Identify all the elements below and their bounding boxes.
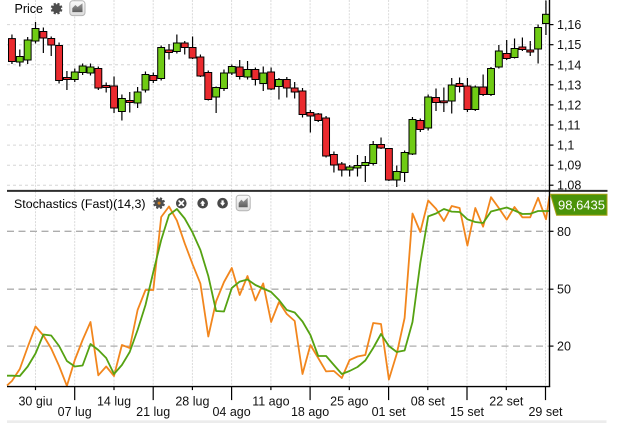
svg-text:20: 20 [557,340,571,354]
svg-text:1,1: 1,1 [557,139,574,153]
svg-text:21 lug: 21 lug [136,405,170,419]
svg-text:1,13: 1,13 [557,78,581,92]
svg-text:01 set: 01 set [372,405,407,419]
svg-text:29 set: 29 set [528,405,563,419]
svg-text:18 ago: 18 ago [291,405,329,419]
svg-text:25 ago: 25 ago [330,395,368,409]
svg-text:98,6435: 98,6435 [558,198,605,213]
svg-text:1,16: 1,16 [557,18,581,32]
svg-text:1,15: 1,15 [557,38,581,52]
svg-text:1,11: 1,11 [557,119,580,133]
svg-text:50: 50 [557,283,571,297]
svg-text:22 set: 22 set [489,395,524,409]
svg-text:80: 80 [557,225,571,239]
svg-text:1,08: 1,08 [557,179,581,193]
svg-text:15 set: 15 set [450,405,485,419]
svg-text:1,09: 1,09 [557,159,581,173]
svg-text:1,12: 1,12 [557,98,581,112]
svg-text:28 lug: 28 lug [175,395,209,409]
svg-text:Stochastics (Fast)(14,3): Stochastics (Fast)(14,3) [14,197,146,211]
svg-text:14 lug: 14 lug [97,395,131,409]
svg-text:1,14: 1,14 [557,58,581,72]
svg-text:08 set: 08 set [411,395,446,409]
svg-text:30 giu: 30 giu [18,395,52,409]
svg-text:Price: Price [15,2,44,16]
svg-text:11 ago: 11 ago [252,395,289,409]
svg-text:07 lug: 07 lug [58,405,92,419]
svg-text:04 ago: 04 ago [212,405,250,419]
